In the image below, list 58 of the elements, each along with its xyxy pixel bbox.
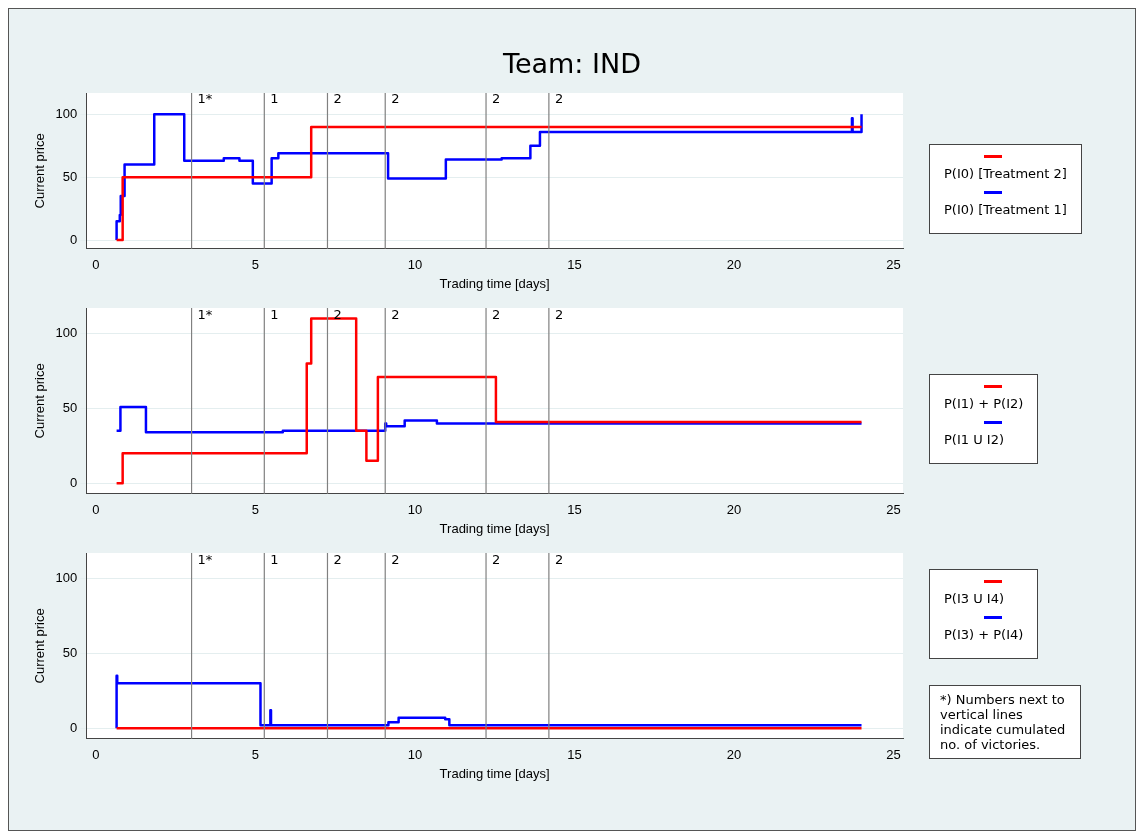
x-axis-title: Trading time [days] (439, 275, 550, 291)
annotation: 2 (333, 551, 342, 567)
x-axis-title: Trading time [days] (439, 520, 550, 536)
x-tick-label: 10 (407, 257, 423, 273)
annotation: 2 (391, 306, 400, 322)
y-axis-title: Current price (32, 608, 48, 684)
annotation: 1* (197, 551, 213, 567)
y-tick-label: 50 (62, 399, 78, 415)
y-tick-label: 100 (55, 570, 78, 586)
y-axis-title: Current price (32, 133, 48, 209)
annotation: 2 (391, 551, 400, 567)
y-tick-label: 0 (70, 719, 78, 735)
annotation: 2 (492, 90, 501, 106)
annotation: 1 (270, 551, 279, 567)
annotation: 2 (391, 90, 400, 106)
x-tick-label: 20 (726, 747, 742, 763)
x-tick-label: 0 (92, 257, 100, 273)
annotation: 1 (270, 306, 279, 322)
y-axis-title: Current price (32, 363, 48, 439)
x-tick-label: 10 (407, 747, 423, 763)
x-tick-label: 5 (251, 257, 259, 273)
annotation: 2 (554, 551, 564, 567)
legend-label: P(I1) + P(I2) (944, 395, 1024, 411)
y-tick-label: 50 (62, 168, 78, 184)
x-tick-label: 0 (92, 502, 100, 518)
annotation: 1* (197, 306, 213, 322)
text: *) Numbers next to vertical lines indicate cumulated no. of victories. (929, 684, 1081, 759)
annotation: 2 (554, 90, 564, 106)
x-tick-label: 25 (886, 502, 901, 518)
y-tick-label: 100 (55, 325, 78, 341)
x-tick-label: 5 (251, 747, 259, 763)
x-tick-label: 5 (251, 502, 259, 518)
x-tick-label: 15 (567, 747, 582, 763)
x-tick-label: 25 (886, 257, 901, 273)
y-tick-label: 100 (55, 105, 78, 121)
annotation: 2 (554, 306, 564, 322)
chart-title: Team: IND (502, 47, 642, 81)
legend-label: P(I0) [Treatment 2] (944, 165, 1067, 181)
annotation: 2 (492, 306, 501, 322)
x-tick-label: 20 (726, 257, 742, 273)
legend-label: P(I3 U I4) (944, 590, 1005, 606)
annotation: 1* (197, 90, 213, 106)
x-tick-label: 25 (886, 747, 901, 763)
x-tick-label: 15 (567, 257, 582, 273)
legend-label: P(I1 U I2) (944, 431, 1005, 447)
x-tick-label: 15 (567, 502, 582, 518)
legend-label: P(I0) [Treatment 1] (944, 201, 1067, 217)
annotation: 2 (333, 90, 342, 106)
annotation: 1 (270, 90, 279, 106)
x-tick-label: 20 (726, 502, 742, 518)
legend-label: P(I3) + P(I4) (944, 626, 1024, 642)
x-axis-title: Trading time [days] (439, 765, 550, 781)
x-tick-label: 0 (92, 747, 100, 763)
y-tick-label: 0 (70, 474, 78, 490)
y-tick-label: 50 (62, 644, 78, 660)
x-tick-label: 10 (407, 502, 423, 518)
annotation: 2 (492, 551, 501, 567)
y-tick-label: 0 (70, 231, 78, 247)
